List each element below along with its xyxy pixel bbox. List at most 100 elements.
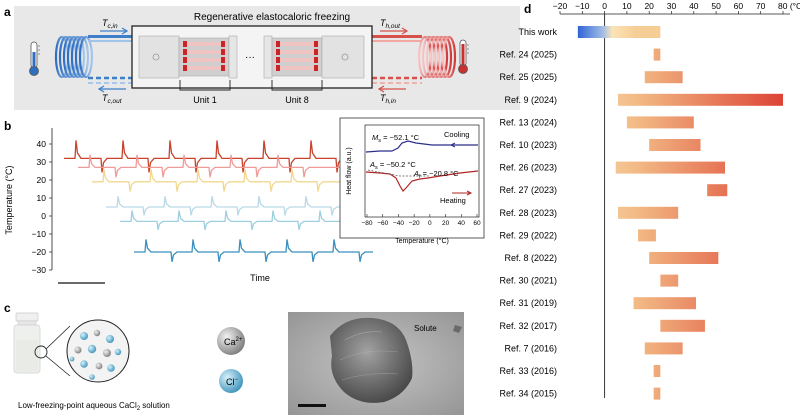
x-tick-label: 20 — [644, 1, 654, 11]
dsc-plot-area — [364, 124, 480, 218]
x-tick-label: 10 — [622, 1, 632, 11]
temperature-trace — [106, 196, 363, 216]
range-bar — [649, 252, 719, 264]
inset-x-tick-label: 20 — [442, 220, 450, 227]
x-tick-label: −10 — [575, 1, 590, 11]
hot-heat-exchanger-coil — [417, 35, 457, 79]
temperature-range-bars — [577, 26, 783, 400]
y-tick-label: −10 — [32, 229, 47, 239]
th-in-arrowhead — [377, 85, 385, 93]
reference-label: Ref. 28 (2023) — [499, 208, 557, 218]
reference-label: Ref. 8 (2022) — [504, 253, 557, 263]
solute-label: Solute — [414, 324, 437, 333]
inset-x-tick-label: −60 — [377, 220, 388, 227]
unit-1-bracket — [179, 80, 231, 91]
panel-b: b Temperature (°C) Time −30 −20 −10 0 10 20 30… — [4, 117, 485, 284]
range-bar — [644, 71, 683, 84]
panel-c: c Ca2+ Cl− — [4, 301, 464, 415]
dsc-inset: Heat flow (a.u.) Temperature (°C) −80 −60… — [339, 117, 485, 245]
reference-label: Ref. 32 (2017) — [499, 321, 557, 331]
solution-zoom-circle — [66, 319, 130, 383]
tc-in-label: Tc,in — [102, 18, 118, 30]
cooling-label: Cooling — [444, 130, 469, 139]
x-tick-label: 0 — [602, 1, 607, 11]
dsc-x-ticks: −80 −60 −40 −20 0 20 40 60 — [361, 214, 481, 227]
reference-label: Ref. 25 (2025) — [499, 72, 557, 82]
solute-crystal — [330, 317, 413, 403]
solution-caption: Low-freezing-point aqueous CaCl2 solutio… — [18, 401, 170, 412]
reference-label: Ref. 26 (2023) — [499, 163, 557, 173]
inset-x-tick-label: 0 — [428, 220, 432, 227]
temperature-trace — [92, 169, 358, 192]
cooling-curve — [365, 140, 478, 153]
chloride-ion-sphere — [219, 369, 243, 393]
reference-label: Ref. 13 (2024) — [499, 117, 557, 127]
inset-x-tick-label: 40 — [458, 220, 466, 227]
panel-d: d −20 −10 0 10 20 30 40 50 60 70 80 (°C) This work… — [499, 1, 800, 400]
calcium-ion-sphere — [217, 327, 245, 355]
reference-labels: This work Ref. 24 (2025) Ref. 25 (2025) Ref… — [499, 27, 557, 399]
reference-label: Ref. 10 (2023) — [499, 140, 557, 150]
reference-label: Ref. 24 (2025) — [499, 50, 557, 60]
tc-out-label: Tc,out — [102, 93, 123, 105]
temperature-trace — [78, 154, 353, 178]
unit-8-assembly — [263, 35, 365, 79]
dsc-ylabel: Heat flow (a.u.) — [346, 147, 353, 194]
magnify-line-bottom — [45, 355, 71, 377]
unit-1-label: Unit 1 — [193, 95, 217, 105]
cold-heat-exchanger-coil — [54, 35, 94, 79]
y-tick-label: 40 — [37, 139, 47, 149]
unit-8-bracket — [271, 80, 323, 91]
range-bar — [653, 48, 661, 61]
inset-x-tick-label: 60 — [473, 220, 481, 227]
ms-label: Ms = −52.1 °C — [372, 133, 420, 144]
panel-b-label: b — [4, 119, 11, 133]
temperature-trace — [120, 210, 368, 230]
x-tick-label: 80 (°C) — [778, 1, 800, 11]
range-bar — [653, 387, 661, 400]
range-bar — [653, 365, 661, 377]
reference-label: Ref. 30 (2021) — [499, 276, 557, 286]
cooling-arrowhead — [449, 142, 456, 148]
panel-d-label: d — [524, 2, 531, 16]
range-bar — [617, 93, 783, 106]
panel-b-ylabel: Temperature (°C) — [4, 165, 14, 234]
hot-thermometer-icon — [458, 39, 469, 74]
panel-b-xlabel: Time — [250, 273, 270, 283]
magnify-ring — [34, 345, 48, 359]
y-tick-label: 10 — [37, 193, 47, 203]
x-tick-label: 30 — [667, 1, 677, 11]
magnify-line-top — [45, 325, 71, 350]
chloride-ion-label: Cl− — [226, 377, 239, 387]
reference-label: This work — [518, 27, 557, 37]
th-in-label: Th,in — [380, 93, 396, 105]
cold-side-pipes — [88, 35, 132, 84]
heating-label: Heating — [440, 196, 466, 205]
heating-arrowhead — [466, 190, 473, 196]
inset-x-tick-label: −20 — [409, 220, 420, 227]
unit-8-label: Unit 8 — [285, 95, 309, 105]
panel-a: a Regenerative elastocaloric freezing — [4, 5, 520, 110]
range-bar — [577, 26, 661, 38]
flow-arrows — [97, 27, 409, 93]
sem-micrograph: Solute — [288, 312, 464, 415]
panel-a-title: Regenerative elastocaloric freezing — [194, 12, 350, 23]
dsc-xlabel: Temperature (°C) — [395, 237, 449, 245]
reference-label: Ref. 9 (2024) — [504, 95, 557, 105]
range-bar — [615, 161, 726, 174]
temperature-trace — [64, 140, 348, 173]
range-bar — [638, 229, 656, 242]
inset-x-tick-label: −80 — [361, 220, 372, 227]
panel-b-y-ticks: −30 −20 −10 0 10 20 30 40 — [32, 139, 52, 275]
reference-label: Ref. 33 (2016) — [499, 366, 557, 376]
th-out-label: Th,out — [380, 18, 401, 30]
units-ellipsis: ··· — [245, 52, 255, 63]
inset-x-tick-label: −40 — [393, 220, 404, 227]
range-bar — [626, 116, 694, 129]
range-bar — [617, 206, 679, 219]
x-tick-label: 60 — [734, 1, 744, 11]
reference-label: Ref. 7 (2016) — [504, 343, 557, 353]
tc-in-arrowhead — [121, 27, 129, 35]
x-tick-label: 40 — [689, 1, 699, 11]
